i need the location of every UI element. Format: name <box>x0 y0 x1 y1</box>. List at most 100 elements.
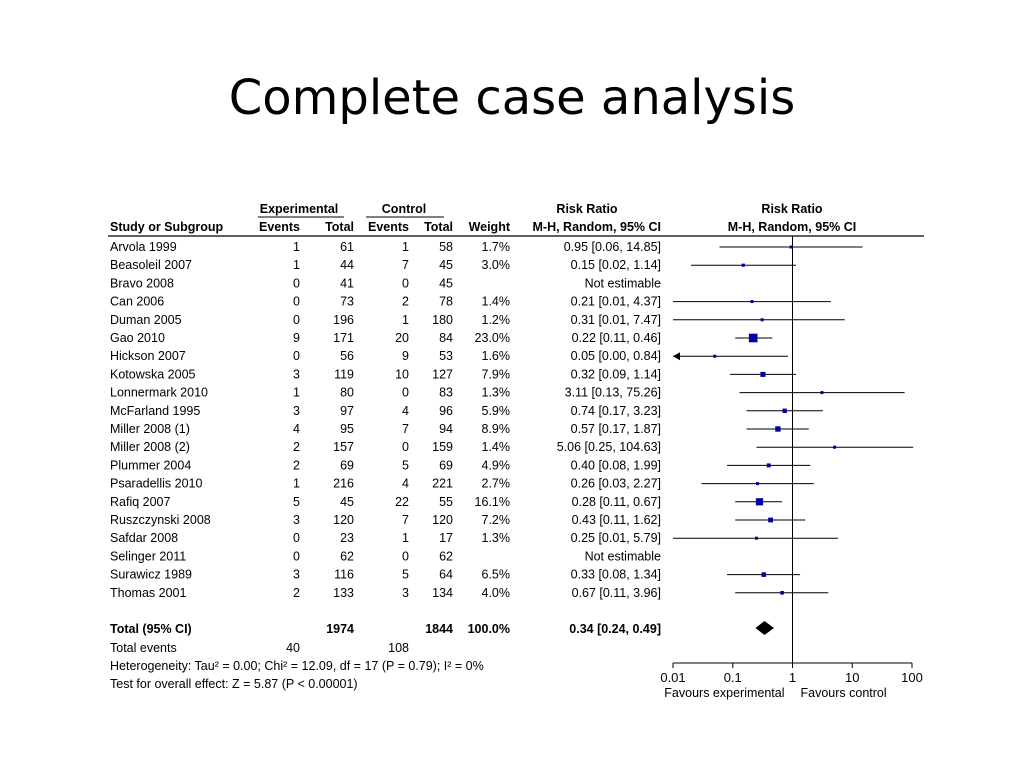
study-marker <box>766 463 771 468</box>
exp-events: 5 <box>293 495 300 509</box>
col-exp-events-header: Events <box>259 220 300 234</box>
ci-arrow-left <box>673 352 680 361</box>
study-ci: 0.74 [0.17, 3.23] <box>571 404 661 418</box>
ctl-events: 3 <box>402 586 409 600</box>
total-exp: 1974 <box>326 622 354 636</box>
slide-title: Complete case analysis <box>228 70 796 126</box>
study-ci: 0.15 [0.02, 1.14] <box>571 258 661 272</box>
study-name: Miller 2008 (1) <box>110 422 190 436</box>
exp-events: 0 <box>293 349 300 363</box>
ctl-total: 62 <box>439 549 453 563</box>
study-ci: 0.28 [0.11, 0.67] <box>572 495 661 509</box>
ctl-total: 45 <box>439 276 453 290</box>
exp-events: 4 <box>293 422 300 436</box>
study-ci: 0.26 [0.03, 2.27] <box>571 477 661 491</box>
exp-events: 2 <box>293 440 300 454</box>
exp-events: 1 <box>293 258 300 272</box>
exp-total: 56 <box>340 349 354 363</box>
x-tick-label: 100 <box>901 670 923 685</box>
study-marker <box>741 263 745 267</box>
study-ci: 0.32 [0.09, 1.14] <box>571 367 661 381</box>
study-weight: 1.3% <box>482 386 511 400</box>
study-weight: 1.4% <box>482 295 511 309</box>
total-events-ctl: 108 <box>388 641 409 655</box>
favours-right-label: Favours control <box>801 686 887 700</box>
favours-left-label: Favours experimental <box>664 686 784 700</box>
study-name: Arvola 1999 <box>110 240 177 254</box>
x-tick-label: 0.01 <box>660 670 685 685</box>
study-name: Duman 2005 <box>110 313 182 327</box>
exp-events: 3 <box>293 568 300 582</box>
header-experimental: Experimental <box>260 202 339 216</box>
ctl-events: 1 <box>402 240 409 254</box>
study-weight: 3.0% <box>482 258 511 272</box>
exp-total: 120 <box>333 513 354 527</box>
exp-events: 0 <box>293 531 300 545</box>
exp-total: 41 <box>340 276 354 290</box>
study-name: Miller 2008 (2) <box>110 440 190 454</box>
exp-events: 1 <box>293 386 300 400</box>
exp-events: 3 <box>293 367 300 381</box>
exp-total: 45 <box>340 495 354 509</box>
ctl-total: 134 <box>432 586 453 600</box>
ctl-total: 53 <box>439 349 453 363</box>
total-weight: 100.0% <box>468 622 510 636</box>
study-name: Hickson 2007 <box>110 349 186 363</box>
total-ci: 0.34 [0.24, 0.49] <box>569 622 661 636</box>
ctl-total: 221 <box>432 477 453 491</box>
ctl-total: 64 <box>439 568 453 582</box>
exp-total: 62 <box>340 549 354 563</box>
study-ci: 0.40 [0.08, 1.99] <box>571 458 661 472</box>
study-name: Kotowska 2005 <box>110 367 196 381</box>
study-name: Surawicz 1989 <box>110 568 192 582</box>
study-weight: 5.9% <box>482 404 511 418</box>
study-ci: 0.25 [0.01, 5.79] <box>571 531 661 545</box>
ctl-total: 69 <box>439 458 453 472</box>
study-name: Psaradellis 2010 <box>110 477 202 491</box>
study-marker <box>820 391 824 395</box>
exp-total: 61 <box>340 240 354 254</box>
study-marker <box>756 482 760 486</box>
ctl-events: 7 <box>402 422 409 436</box>
ctl-total: 180 <box>432 313 453 327</box>
total-events-label: Total events <box>110 641 177 655</box>
study-ci: 0.57 [0.17, 1.87] <box>571 422 661 436</box>
study-ci: 0.21 [0.01, 4.37] <box>571 295 661 309</box>
study-name: Safdar 2008 <box>110 531 178 545</box>
exp-total: 116 <box>334 568 354 582</box>
col-plot-header: M-H, Random, 95% CI <box>728 220 857 234</box>
study-marker <box>760 318 764 322</box>
exp-events: 3 <box>293 513 300 527</box>
exp-events: 2 <box>293 586 300 600</box>
study-name: Ruszczynski 2008 <box>110 513 211 527</box>
exp-events: 1 <box>293 240 300 254</box>
study-ci: 0.31 [0.01, 7.47] <box>571 313 661 327</box>
study-marker <box>761 572 767 577</box>
ctl-events: 7 <box>402 258 409 272</box>
study-marker <box>760 371 766 377</box>
total-ctl: 1844 <box>425 622 453 636</box>
study-marker <box>755 498 764 506</box>
study-ci: 0.67 [0.11, 3.96] <box>572 586 661 600</box>
study-marker <box>789 245 793 249</box>
exp-total: 171 <box>333 331 354 345</box>
x-tick-label: 10 <box>845 670 859 685</box>
study-name: Selinger 2011 <box>110 549 186 563</box>
study-ci: 0.95 [0.06, 14.85] <box>564 240 661 254</box>
study-name: Lonnermark 2010 <box>110 386 208 400</box>
ctl-events: 2 <box>402 295 409 309</box>
study-marker <box>833 445 837 449</box>
ctl-events: 0 <box>402 276 409 290</box>
ctl-total: 127 <box>432 367 453 381</box>
ctl-events: 10 <box>395 367 409 381</box>
ctl-events: 5 <box>402 458 409 472</box>
ctl-events: 22 <box>395 495 409 509</box>
exp-events: 3 <box>293 404 300 418</box>
exp-total: 44 <box>340 258 354 272</box>
study-weight: 1.7% <box>482 240 511 254</box>
col-weight-header: Weight <box>469 220 511 234</box>
ctl-events: 0 <box>402 386 409 400</box>
col-exp-total-header: Total <box>325 220 354 234</box>
study-weight: 16.1% <box>475 495 510 509</box>
